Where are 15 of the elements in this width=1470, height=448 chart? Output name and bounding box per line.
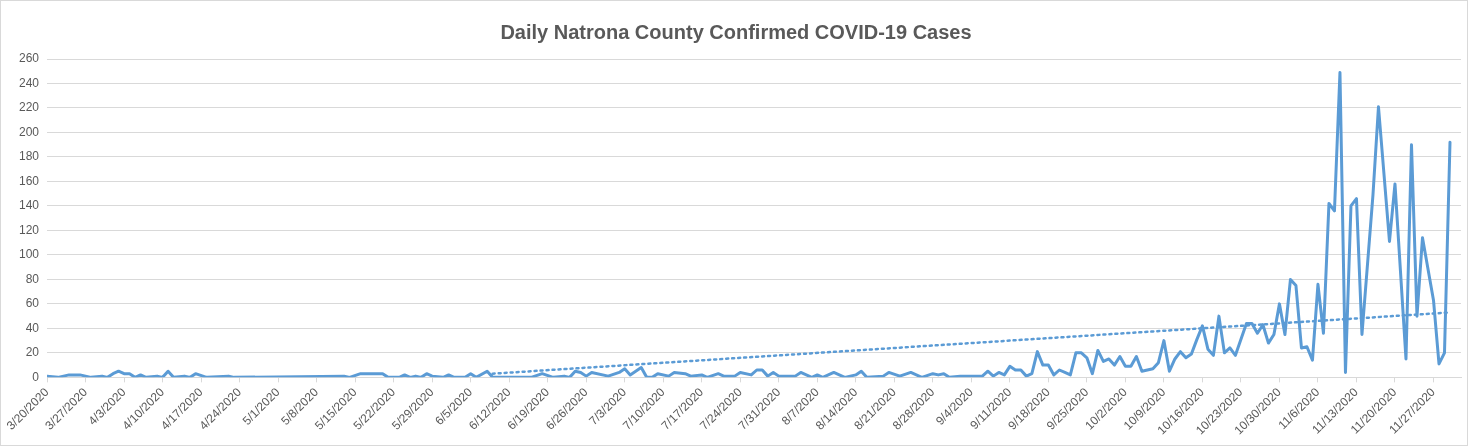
y-tick-label: 60: [25, 296, 40, 311]
y-tick-label: 20: [25, 345, 40, 360]
y-tick-label: 80: [25, 271, 40, 286]
y-tick-label: 140: [18, 198, 40, 213]
y-tick-label: 180: [18, 149, 40, 164]
chart-title: Daily Natrona County Confirmed COVID-19 Cases: [500, 20, 972, 43]
y-tick-label: 40: [25, 320, 40, 335]
y-tick-label: 120: [18, 222, 40, 237]
y-tick-label: 0: [32, 369, 40, 384]
y-tick-label: 200: [18, 124, 40, 139]
y-tick-label: 260: [18, 51, 40, 66]
y-tick-label: 220: [18, 100, 40, 115]
y-tick-label: 160: [18, 173, 40, 188]
y-tick-label: 240: [18, 75, 40, 90]
y-tick-label: 100: [18, 247, 40, 262]
